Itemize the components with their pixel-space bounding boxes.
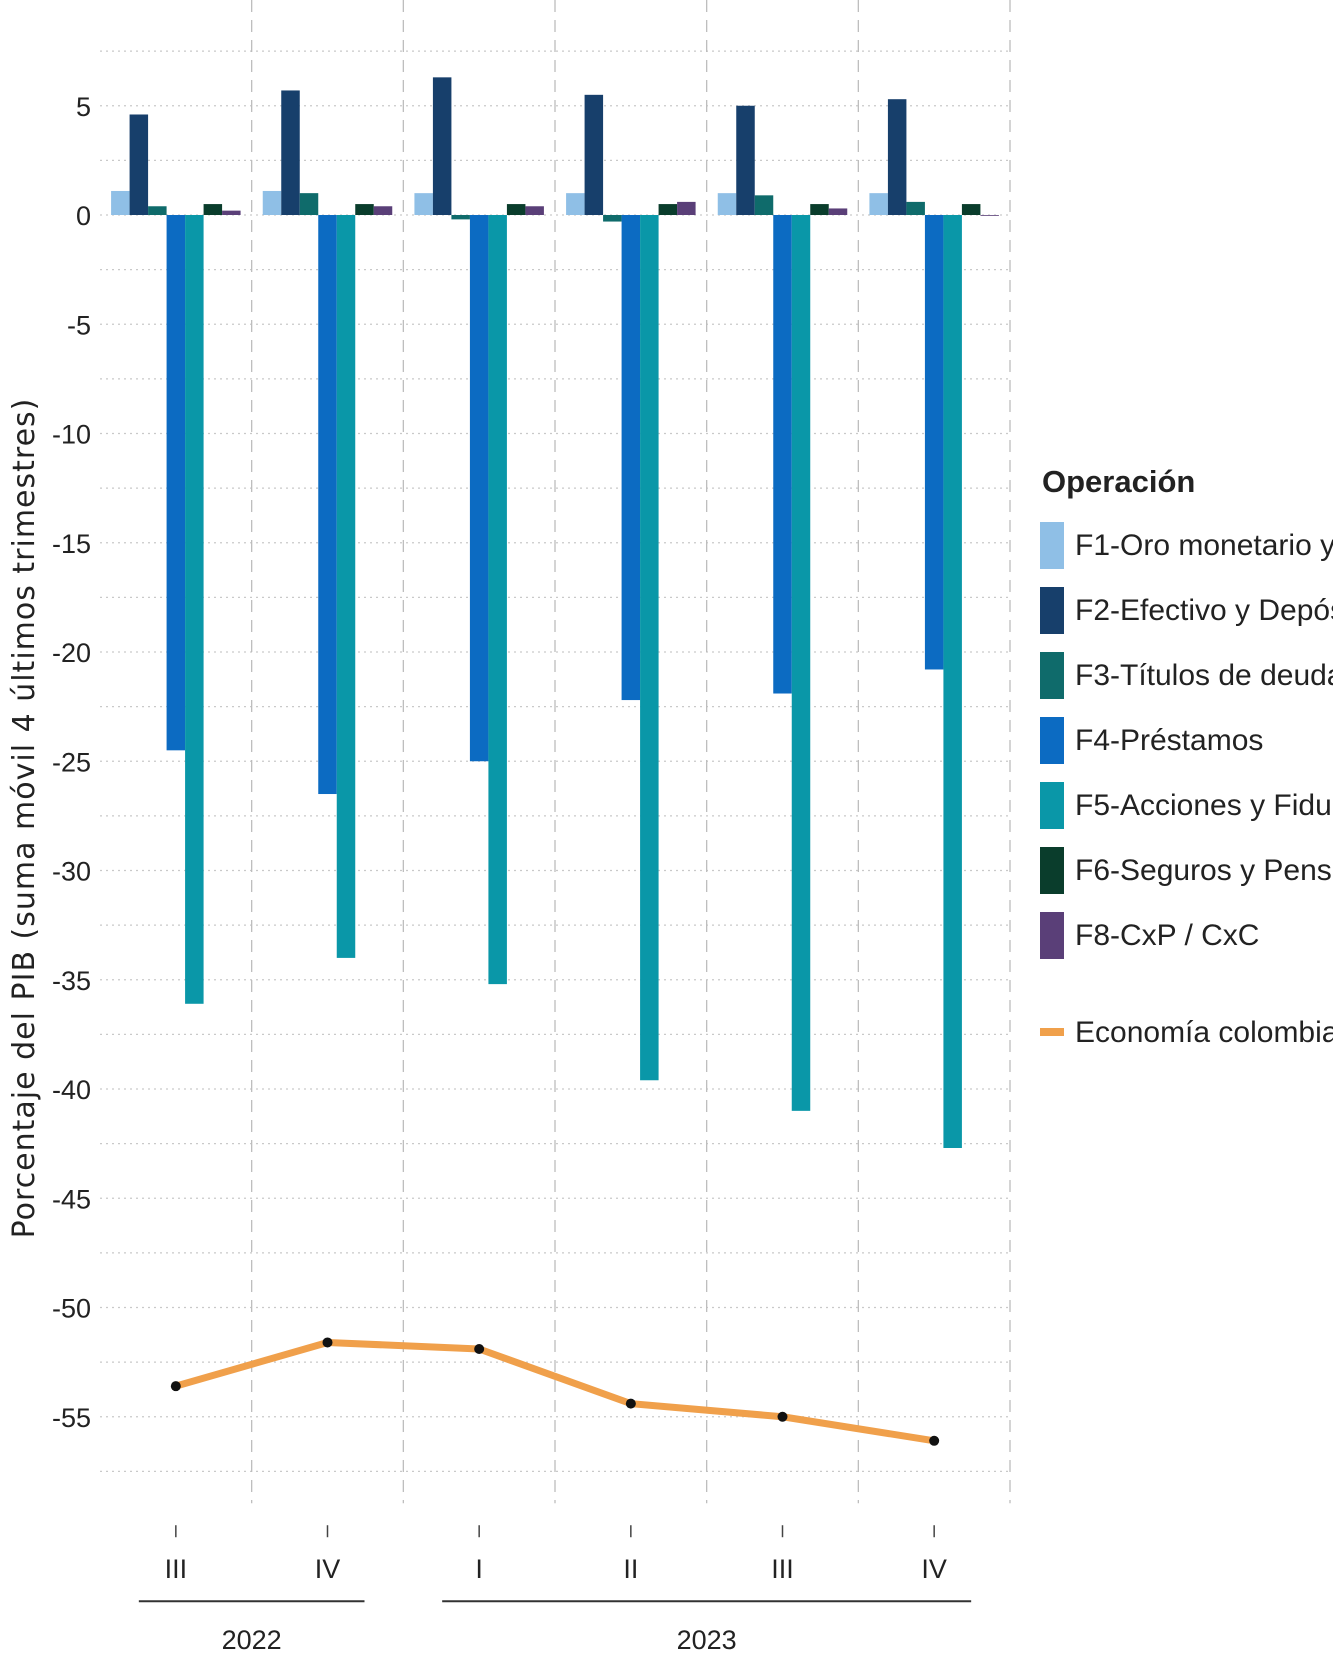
x-tick-label: III [165,1554,188,1584]
bar [603,215,622,222]
legend-line-swatch [1040,1028,1064,1036]
legend-swatch [1040,782,1064,829]
legend-swatch [1040,717,1064,764]
bar [355,204,374,215]
year-group-label: 2023 [677,1625,737,1654]
y-tick-label: -55 [52,1403,91,1433]
y-tick-label: -40 [52,1075,91,1105]
bar [621,215,641,701]
bar [318,215,337,795]
y-tick-label: -50 [52,1294,91,1324]
bar [566,193,585,215]
y-tick-label: -25 [52,747,91,777]
legend-label: F1-Oro monetario y DEG [1075,529,1333,562]
x-tick-label: II [623,1554,638,1584]
bar [203,204,223,215]
bar [887,99,907,215]
y-tick-label: -10 [52,420,91,450]
bar [717,193,737,215]
bar [299,193,319,215]
x-tick-label: III [771,1554,794,1584]
bar [336,215,356,958]
x-tick-label: IV [921,1554,947,1584]
bar [736,105,755,215]
bar [980,215,999,216]
bar [773,215,792,694]
bar [451,215,470,220]
bar [810,204,829,215]
legend-label: F4-Préstamos [1075,724,1263,757]
legend-label: Economía colombiana [1075,1016,1333,1049]
y-axis-title: Porcentaje del PIB (suma móvil 4 últimos… [7,398,42,1239]
bar [281,90,300,215]
bar [262,190,282,215]
legend-title: Operación [1042,464,1195,499]
bars [111,77,999,1148]
bar [754,195,774,215]
bar [373,206,393,215]
y-tick-label: -30 [52,857,91,887]
legend-swatch [1040,587,1064,634]
bar [525,206,544,215]
bar [677,201,696,215]
line-path [172,1338,938,1445]
bar [432,77,452,215]
legend-swatch [1040,652,1064,699]
line-point [777,1411,788,1422]
line-series [170,1337,940,1446]
bar [185,215,204,1004]
bar [414,193,433,215]
legend-label: F2-Efectivo y Depósitos [1075,594,1333,627]
legend-swatch [1040,522,1064,569]
bar [488,215,507,985]
bar [584,94,604,215]
bar [943,215,962,1148]
bar [469,215,489,762]
year-group-label: 2022 [222,1625,282,1654]
legend-swatch [1040,847,1064,894]
legend-label: F8-CxP / CxC [1075,919,1259,952]
legend-label: F3-Títulos de deuda [1075,659,1333,692]
bar [791,215,811,1111]
bar [869,193,888,215]
bar [129,114,149,215]
y-tick-label: -35 [52,966,91,996]
bar [222,210,241,215]
bar [506,204,526,215]
bar [640,215,659,1081]
line-point [625,1398,636,1409]
y-tick-label: -5 [67,310,91,340]
bar [148,206,167,215]
y-tick-label: 5 [76,92,91,122]
bar [961,204,981,215]
legend-label: F5-Acciones y Fiducias [1075,789,1333,822]
x-tick-label: I [475,1554,483,1584]
legend: Operación F1-Oro monetario y DEG F2-Efect… [1040,464,1333,1049]
bar [924,215,944,670]
line-point [929,1435,940,1446]
bar [166,215,186,751]
y-tick-label: -20 [52,638,91,668]
bar [111,190,130,215]
gridlines [100,0,1011,1504]
bar [828,208,848,215]
x-tick-label: IV [315,1554,341,1584]
legend-swatch [1040,912,1064,959]
line-point [170,1381,181,1392]
y-tick-label: 0 [76,201,91,231]
y-axis: 5 0 -5 -10 -15 -20 -25 -30 -35 -40 -45 -50 -55 [52,92,91,1433]
bar [906,201,925,215]
line-point [322,1337,333,1348]
line-point [474,1344,485,1355]
y-tick-label: -15 [52,529,91,559]
y-tick-label: -45 [52,1184,91,1214]
bar [658,204,678,215]
legend-label: F6-Seguros y Pensiones [1075,854,1333,887]
